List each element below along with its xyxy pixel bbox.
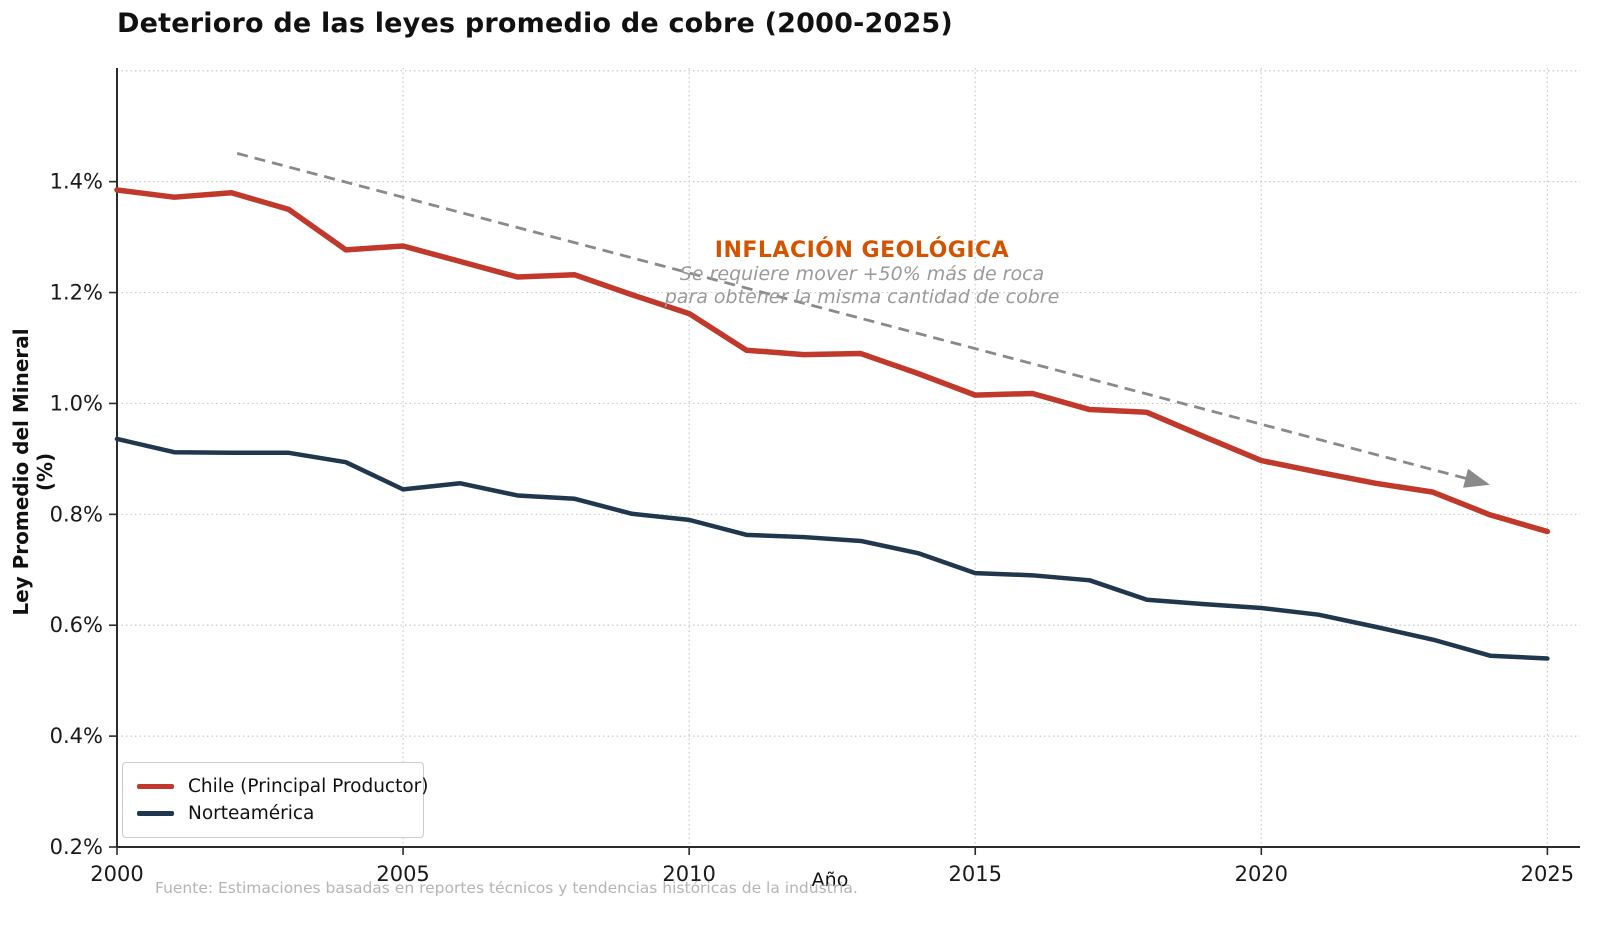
y-tick-label: 1.2% (50, 281, 103, 305)
chart-title: Deterioro de las leyes promedio de cobre… (117, 8, 953, 39)
x-tick-label: 2015 (949, 862, 1002, 886)
x-axis-label: Año (811, 869, 849, 891)
y-tick-label: 1.4% (50, 170, 103, 194)
y-tick-label: 1.0% (50, 391, 103, 415)
trend-arrow (236, 152, 1490, 488)
y-tick-label: 0.6% (50, 613, 103, 637)
chile-line-swatch (137, 784, 174, 789)
legend-label-norteamerica: Norteamérica (188, 803, 315, 824)
x-tick-label: 2000 (90, 862, 143, 886)
legend-item-chile: Chile (Principal Productor) (137, 773, 429, 800)
y-tick-label: 0.8% (50, 502, 103, 526)
legend-label-chile: Chile (Principal Productor) (188, 776, 429, 797)
norteamerica-line-swatch (137, 811, 174, 816)
x-tick-label: 2025 (1521, 862, 1574, 886)
legend: Chile (Principal Productor) Norteamérica (122, 762, 429, 838)
norteamerica-series-line (114, 436, 1550, 661)
chile-series-line (114, 187, 1551, 535)
legend-item-norteamerica: Norteamérica (137, 800, 409, 827)
y-tick-label: 0.4% (50, 724, 103, 748)
x-tick-label: 2005 (376, 862, 429, 886)
x-tick-label: 2010 (662, 862, 715, 886)
source-note: Fuente: Estimaciones basadas en reportes… (155, 879, 858, 897)
x-tick-label: 2020 (1235, 862, 1288, 886)
y-tick-label: 0.2% (50, 835, 103, 859)
